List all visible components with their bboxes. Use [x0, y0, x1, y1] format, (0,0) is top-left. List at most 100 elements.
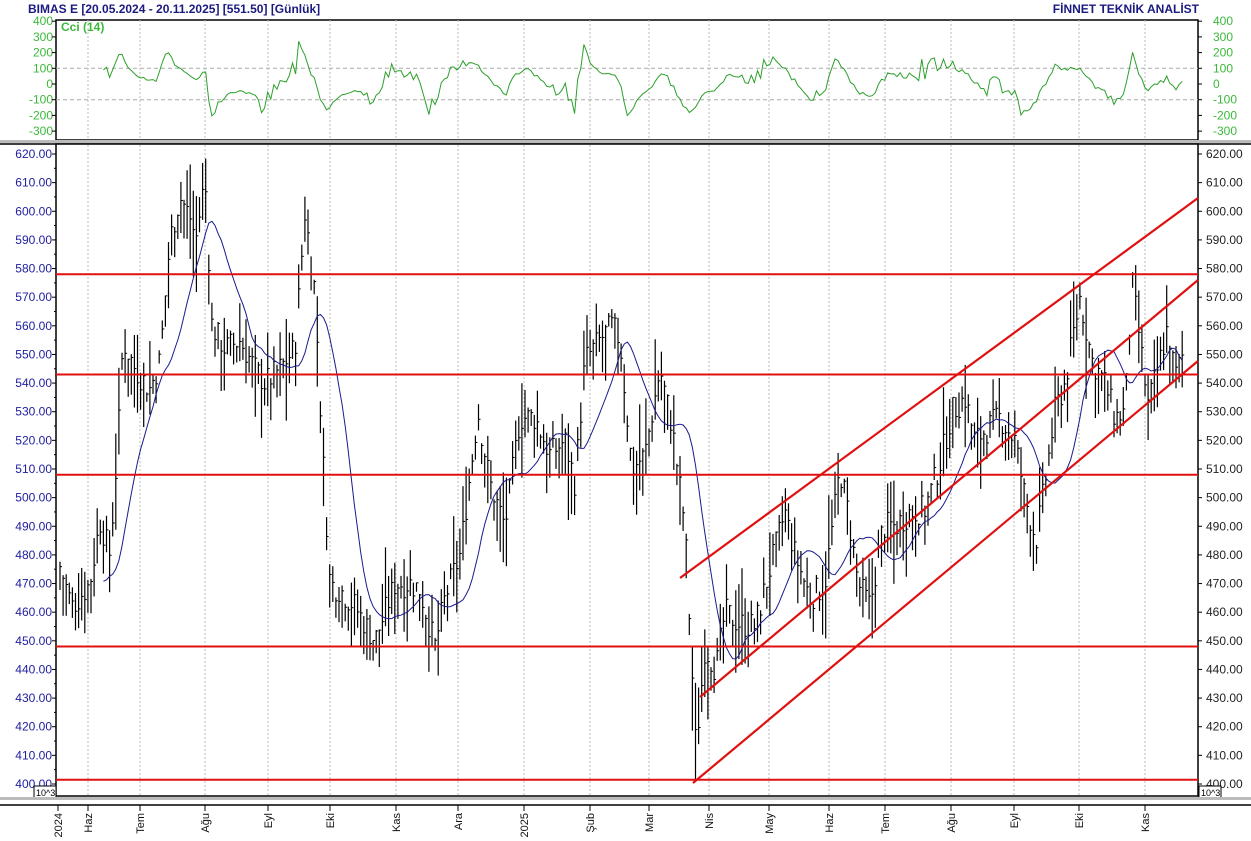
svg-text:10^3: 10^3: [1201, 788, 1220, 798]
svg-text:100: 100: [1213, 61, 1233, 75]
svg-text:410.00: 410.00: [1206, 748, 1243, 762]
svg-text:-300: -300: [29, 124, 53, 138]
svg-text:560.00: 560.00: [15, 319, 52, 333]
svg-text:470.00: 470.00: [1206, 577, 1243, 591]
svg-text:480.00: 480.00: [1206, 548, 1243, 562]
svg-text:Şub: Şub: [585, 813, 597, 833]
svg-text:Eyl: Eyl: [1009, 813, 1021, 828]
svg-text:Kas: Kas: [391, 813, 403, 832]
svg-text:Mar: Mar: [644, 813, 656, 832]
svg-text:560.00: 560.00: [1206, 319, 1243, 333]
svg-text:590.00: 590.00: [15, 233, 52, 247]
svg-text:Nis: Nis: [704, 813, 716, 829]
trend-line[interactable]: [679, 197, 1199, 579]
cci-line: [103, 41, 1183, 117]
svg-text:510.00: 510.00: [1206, 462, 1243, 476]
svg-text:10^3: 10^3: [36, 788, 55, 798]
svg-text:410.00: 410.00: [15, 748, 52, 762]
svg-text:-100: -100: [1213, 93, 1237, 107]
svg-text:420.00: 420.00: [1206, 720, 1243, 734]
svg-text:Eki: Eki: [1074, 813, 1086, 828]
svg-text:480.00: 480.00: [15, 548, 52, 562]
svg-text:610.00: 610.00: [15, 176, 52, 190]
svg-text:Kas: Kas: [1140, 813, 1152, 832]
svg-text:530.00: 530.00: [1206, 405, 1243, 419]
svg-text:Ağu: Ağu: [200, 813, 212, 833]
cci-label: Cci (14): [61, 20, 104, 34]
svg-text:520.00: 520.00: [1206, 433, 1243, 447]
trend-channel[interactable]: [679, 197, 1199, 784]
svg-text:440.00: 440.00: [1206, 662, 1243, 676]
svg-text:300: 300: [1213, 30, 1233, 44]
svg-text:0: 0: [46, 77, 53, 91]
brand-label: FİNNET TEKNİK ANALİST: [1052, 2, 1199, 16]
svg-text:430.00: 430.00: [1206, 691, 1243, 705]
svg-text:-200: -200: [29, 108, 53, 122]
svg-text:550.00: 550.00: [1206, 347, 1243, 361]
svg-text:540.00: 540.00: [15, 376, 52, 390]
svg-text:200: 200: [33, 46, 53, 60]
chart-title: BIMAS E [20.05.2024 - 20.11.2025] [551.5…: [28, 2, 321, 16]
price-right-axis: 620.00 610.00 600.00 590.00 580.00 570.00 560.…: [1198, 147, 1243, 791]
scale-badge-right: 10^3: [1198, 785, 1222, 799]
svg-text:440.00: 440.00: [15, 662, 52, 676]
svg-text:500.00: 500.00: [15, 491, 52, 505]
svg-text:450.00: 450.00: [15, 634, 52, 648]
svg-text:2025: 2025: [519, 813, 531, 837]
svg-text:200: 200: [1213, 46, 1233, 60]
svg-text:400: 400: [33, 14, 53, 28]
svg-text:May: May: [764, 813, 776, 834]
scale-badge-left: 10^3: [33, 785, 57, 799]
cci-grid: [56, 20, 1198, 140]
svg-text:490.00: 490.00: [15, 519, 52, 533]
svg-text:600.00: 600.00: [15, 204, 52, 218]
svg-text:460.00: 460.00: [15, 605, 52, 619]
svg-text:-100: -100: [29, 93, 53, 107]
svg-text:550.00: 550.00: [15, 347, 52, 361]
cci-panel: [55, 19, 1199, 141]
svg-text:610.00: 610.00: [1206, 176, 1243, 190]
svg-text:580.00: 580.00: [1206, 262, 1243, 276]
svg-text:620.00: 620.00: [1206, 147, 1243, 161]
svg-text:510.00: 510.00: [15, 462, 52, 476]
svg-text:570.00: 570.00: [15, 290, 52, 304]
svg-text:490.00: 490.00: [1206, 519, 1243, 533]
svg-text:Haz: Haz: [83, 813, 95, 833]
panel-separator[interactable]: [0, 140, 1251, 143]
svg-text:420.00: 420.00: [15, 720, 52, 734]
svg-text:520.00: 520.00: [15, 433, 52, 447]
svg-text:580.00: 580.00: [15, 262, 52, 276]
ohlc-bars: [59, 158, 1185, 780]
svg-text:Ağu: Ağu: [946, 813, 958, 833]
svg-text:570.00: 570.00: [1206, 290, 1243, 304]
svg-text:450.00: 450.00: [1206, 634, 1243, 648]
trend-line[interactable]: [692, 360, 1199, 784]
svg-text:2024: 2024: [53, 813, 65, 837]
svg-text:Tem: Tem: [135, 813, 147, 834]
svg-text:-200: -200: [1213, 108, 1237, 122]
trend-line[interactable]: [699, 279, 1199, 698]
svg-text:Eyl: Eyl: [263, 813, 275, 828]
svg-text:Eki: Eki: [325, 813, 337, 828]
svg-text:100: 100: [33, 61, 53, 75]
price-grid: [87, 145, 1146, 796]
svg-text:460.00: 460.00: [1206, 605, 1243, 619]
svg-text:300: 300: [33, 30, 53, 44]
svg-text:500.00: 500.00: [1206, 491, 1243, 505]
moving-average-line: [103, 220, 1183, 660]
svg-text:600.00: 600.00: [1206, 204, 1243, 218]
svg-text:430.00: 430.00: [15, 691, 52, 705]
svg-text:540.00: 540.00: [1206, 376, 1243, 390]
horizontal-levels[interactable]: [56, 273, 1198, 781]
svg-text:0: 0: [1213, 77, 1220, 91]
price-panel: [55, 143, 1199, 797]
svg-text:620.00: 620.00: [15, 147, 52, 161]
price-left-axis: 620.00 610.00 600.00 590.00 580.00 570.00 560.…: [15, 147, 56, 799]
svg-text:590.00: 590.00: [1206, 233, 1243, 247]
svg-text:Haz: Haz: [824, 813, 836, 833]
x-axis: 2024 Haz Tem Ağu Eyl Eki Kas Ara 2025 Şub Mar Nis Ma…: [53, 805, 1152, 837]
svg-text:Tem: Tem: [880, 813, 892, 834]
